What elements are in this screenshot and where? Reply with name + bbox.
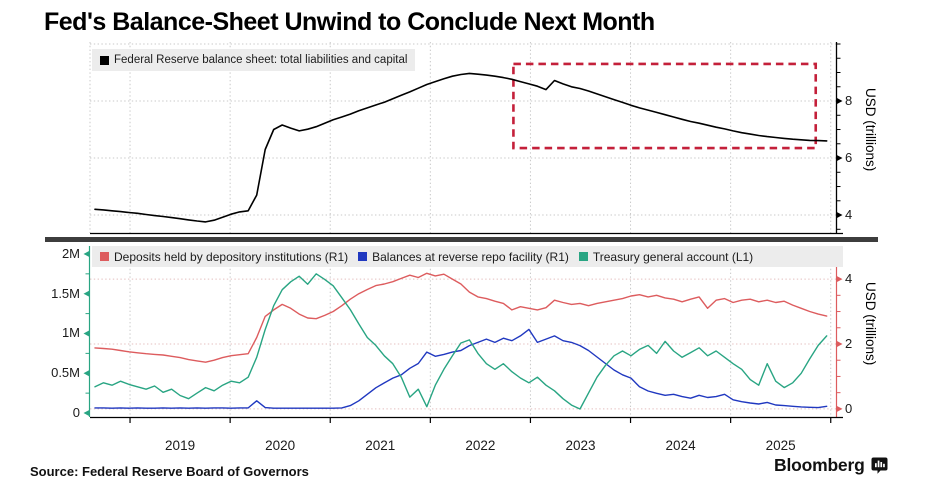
y-major-tick xyxy=(83,409,90,417)
x-tick-label-2022: 2022 xyxy=(465,438,496,453)
y-major-tick xyxy=(836,275,843,283)
legend-top: Federal Reserve balance sheet: total lia… xyxy=(92,49,416,71)
y-major-tick xyxy=(836,405,843,413)
legend-bottom: Deposits held by depository institutions… xyxy=(92,246,843,267)
y-tick-label-bottom-left-0.5M: 0.5M xyxy=(51,365,80,381)
legend-label-deposits: Deposits held by depository institutions… xyxy=(114,249,349,264)
y-tick-label-bottom-right-4: 4 xyxy=(845,271,853,287)
y-major-tick xyxy=(836,340,843,348)
y-axis-title-top: USD (trillions) xyxy=(863,88,878,172)
y-major-tick xyxy=(83,370,90,377)
y-tick-label-top-6: 6 xyxy=(845,150,853,166)
y-major-tick xyxy=(836,211,843,219)
y-major-tick xyxy=(836,154,843,162)
series-reverse-repo-balances xyxy=(94,328,828,409)
y-tick-label-top-8: 8 xyxy=(845,93,853,108)
page-title: Fed's Balance-Sheet Unwind to Conclude N… xyxy=(44,8,655,36)
legend-label-reverse-repo: Balances at reverse repo facility (R1) xyxy=(372,249,569,264)
bloomberg-logo: Bloomberg xyxy=(774,455,888,476)
panel-separator xyxy=(45,237,878,242)
x-tick-label-2019: 2019 xyxy=(165,438,196,453)
legend-item-reverse-repo: Balances at reverse repo facility (R1) xyxy=(358,250,569,264)
y-axis-title-bottom: USD (trillions) xyxy=(863,282,878,366)
y-major-tick xyxy=(83,290,90,297)
bloomberg-wordmark: Bloomberg xyxy=(774,455,865,475)
legend-swatch-balance-sheet xyxy=(100,55,109,65)
y-tick-label-bottom-left-1M: 1M xyxy=(61,325,80,341)
series-treasury-general-account xyxy=(94,273,828,410)
legend-item-tga: Treasury general account (L1) xyxy=(578,249,754,264)
legend-swatch-deposits xyxy=(100,252,109,261)
y-tick-label-top-4: 4 xyxy=(845,207,853,223)
legend-label-balance-sheet: Federal Reserve balance sheet: total lia… xyxy=(114,54,408,66)
annotation-dashed-box xyxy=(512,62,818,150)
legend-label-tga: Treasury general account (L1) xyxy=(592,249,754,264)
series-fed-balance-sheet xyxy=(94,72,828,223)
source-credit: Source: Federal Reserve Board of Governo… xyxy=(30,464,309,479)
x-tick-label-2021: 2021 xyxy=(365,438,396,453)
x-tick-label-2023: 2023 xyxy=(565,438,596,453)
series-deposits-depository-institutions xyxy=(94,272,828,363)
y-major-tick xyxy=(836,97,843,105)
legend-item-deposits: Deposits held by depository institutions… xyxy=(100,250,348,264)
x-tick-label-2024: 2024 xyxy=(665,438,696,453)
x-tick-label-2020: 2020 xyxy=(265,438,296,453)
y-tick-label-bottom-right-2: 2 xyxy=(845,335,853,351)
legend-swatch-tga xyxy=(578,252,588,261)
y-tick-label-bottom-left-2M: 2M xyxy=(61,245,80,261)
y-tick-label-bottom-right-0: 0 xyxy=(845,400,853,416)
x-tick-label-2025: 2025 xyxy=(765,438,796,453)
bloomberg-terminal-icon xyxy=(871,457,888,474)
y-tick-label-bottom-left-0: 0 xyxy=(72,405,80,421)
y-tick-label-bottom-left-1.5M: 1.5M xyxy=(51,285,80,301)
legend-swatch-reverse-repo xyxy=(358,252,368,261)
y-major-tick xyxy=(83,330,90,337)
y-major-tick xyxy=(83,250,90,258)
